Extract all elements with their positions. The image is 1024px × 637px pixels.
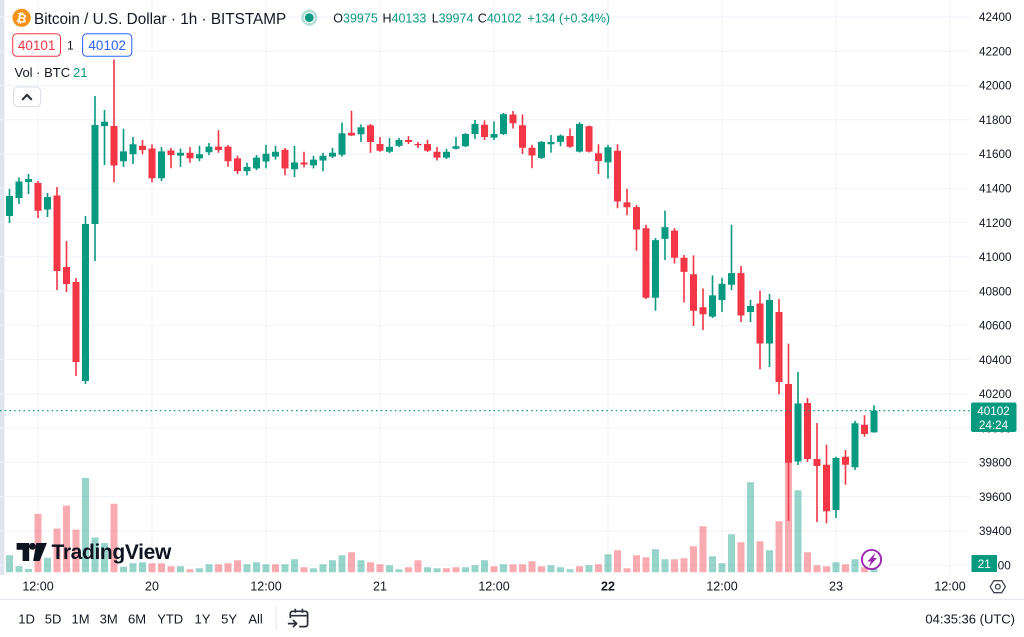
svg-text:12:00: 12:00 bbox=[22, 580, 53, 594]
svg-text:YTD: YTD bbox=[157, 611, 183, 626]
svg-text:40102: 40102 bbox=[977, 405, 1010, 418]
svg-text:1: 1 bbox=[67, 39, 74, 53]
svg-text:04:35:36 (UTC): 04:35:36 (UTC) bbox=[925, 611, 1015, 626]
svg-text:42400: 42400 bbox=[979, 11, 1012, 24]
svg-text:42000: 42000 bbox=[979, 80, 1012, 93]
svg-text:40101: 40101 bbox=[18, 38, 56, 53]
svg-text:21: 21 bbox=[978, 558, 991, 571]
svg-text:23: 23 bbox=[829, 580, 843, 594]
svg-text:41800: 41800 bbox=[979, 114, 1012, 127]
svg-text:21: 21 bbox=[73, 65, 87, 80]
svg-text:24:24: 24:24 bbox=[979, 419, 1009, 432]
svg-text:41000: 41000 bbox=[979, 251, 1012, 264]
svg-text:Bitcoin / U.S. Dollar · 1h · B: Bitcoin / U.S. Dollar · 1h · BITSTAMP bbox=[34, 11, 286, 28]
svg-text:40102: 40102 bbox=[88, 38, 126, 53]
svg-text:6M: 6M bbox=[128, 611, 146, 626]
svg-text:40600: 40600 bbox=[979, 320, 1012, 333]
svg-text:41600: 41600 bbox=[979, 148, 1012, 161]
svg-text:1D: 1D bbox=[18, 611, 35, 626]
svg-text:39600: 39600 bbox=[979, 491, 1012, 504]
svg-text:12:00: 12:00 bbox=[478, 580, 509, 594]
svg-text:21: 21 bbox=[373, 580, 387, 594]
svg-text:40200: 40200 bbox=[979, 388, 1012, 401]
svg-text:20: 20 bbox=[145, 580, 159, 594]
svg-text:39400: 39400 bbox=[979, 525, 1012, 538]
svg-text:TradingView: TradingView bbox=[52, 541, 172, 564]
svg-text:5D: 5D bbox=[45, 611, 62, 626]
svg-text:All: All bbox=[248, 611, 263, 626]
svg-text:12:00: 12:00 bbox=[706, 580, 737, 594]
svg-text:12:00: 12:00 bbox=[250, 580, 281, 594]
svg-text:00: 00 bbox=[998, 560, 1012, 573]
svg-text:1Y: 1Y bbox=[195, 611, 211, 626]
svg-text:39800: 39800 bbox=[979, 457, 1012, 470]
svg-text:42200: 42200 bbox=[979, 46, 1012, 59]
svg-text:22: 22 bbox=[601, 580, 615, 594]
svg-text:40400: 40400 bbox=[979, 354, 1012, 367]
svg-text:3M: 3M bbox=[100, 611, 118, 626]
svg-text:40800: 40800 bbox=[979, 285, 1012, 298]
svg-text:41400: 41400 bbox=[979, 183, 1012, 196]
svg-text:41200: 41200 bbox=[979, 217, 1012, 230]
svg-text:5Y: 5Y bbox=[221, 611, 237, 626]
svg-text:12:00: 12:00 bbox=[934, 580, 965, 594]
svg-text:1M: 1M bbox=[71, 611, 89, 626]
svg-text:₿: ₿ bbox=[15, 10, 28, 26]
svg-text:Vol · BTC: Vol · BTC bbox=[15, 65, 71, 80]
